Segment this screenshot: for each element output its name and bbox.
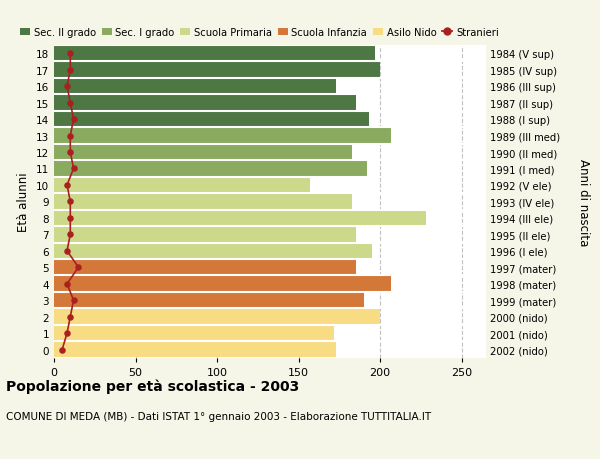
Point xyxy=(69,116,79,123)
Point xyxy=(69,297,79,304)
Bar xyxy=(54,326,334,341)
Y-axis label: Anni di nascita: Anni di nascita xyxy=(577,158,590,246)
Bar xyxy=(54,310,380,324)
Bar xyxy=(54,112,368,127)
Bar xyxy=(54,260,356,275)
Point xyxy=(65,133,75,140)
Bar xyxy=(54,244,372,258)
Text: COMUNE DI MEDA (MB) - Dati ISTAT 1° gennaio 2003 - Elaborazione TUTTITALIA.IT: COMUNE DI MEDA (MB) - Dati ISTAT 1° genn… xyxy=(6,411,431,421)
Point xyxy=(69,165,79,173)
Point xyxy=(65,198,75,206)
Bar xyxy=(54,211,425,226)
Point xyxy=(65,67,75,74)
Point xyxy=(65,100,75,107)
Point xyxy=(62,182,72,189)
Bar xyxy=(54,47,375,62)
Bar xyxy=(54,129,391,144)
Legend: Sec. II grado, Sec. I grado, Scuola Primaria, Scuola Infanzia, Asilo Nido, Stran: Sec. II grado, Sec. I grado, Scuola Prim… xyxy=(20,28,499,38)
Point xyxy=(58,346,67,353)
Text: Popolazione per età scolastica - 2003: Popolazione per età scolastica - 2003 xyxy=(6,379,299,393)
Point xyxy=(65,231,75,239)
Bar xyxy=(54,146,352,160)
Bar xyxy=(54,342,336,357)
Bar xyxy=(54,162,367,176)
Bar xyxy=(54,96,356,111)
Bar xyxy=(54,178,310,193)
Point xyxy=(65,215,75,222)
Bar xyxy=(54,80,336,94)
Y-axis label: Età alunni: Età alunni xyxy=(17,172,31,232)
Point xyxy=(62,330,72,337)
Bar xyxy=(54,63,380,78)
Point xyxy=(62,83,72,90)
Point xyxy=(65,149,75,157)
Point xyxy=(65,313,75,321)
Bar xyxy=(54,228,356,242)
Point xyxy=(62,280,72,288)
Bar xyxy=(54,293,364,308)
Bar xyxy=(54,195,352,209)
Point xyxy=(74,264,83,271)
Point xyxy=(62,247,72,255)
Point xyxy=(65,50,75,58)
Bar xyxy=(54,277,391,291)
